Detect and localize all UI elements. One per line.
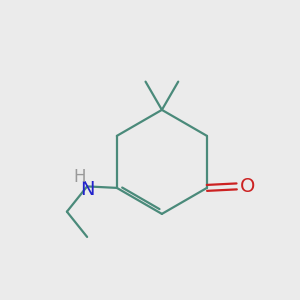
Text: O: O [240, 177, 256, 196]
Text: H: H [74, 169, 86, 187]
Text: N: N [80, 180, 94, 199]
